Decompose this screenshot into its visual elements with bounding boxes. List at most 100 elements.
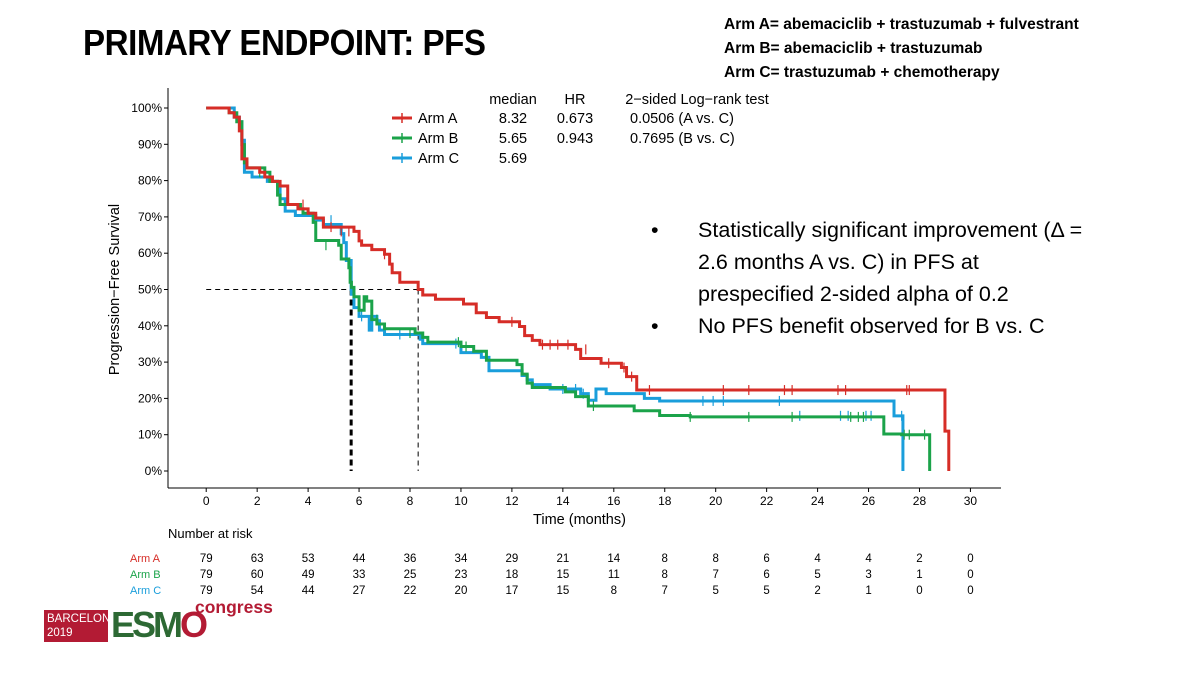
legend-header: 2−sided Log−rank test xyxy=(625,92,769,108)
arm-c-risk-count: 15 xyxy=(556,585,569,597)
x-tick-label: 26 xyxy=(862,494,876,508)
logo-location-box: BARCELONA 2019 xyxy=(44,610,118,642)
arm-b-risk-count: 15 xyxy=(556,569,569,581)
arm-c-risk-label: Arm C xyxy=(130,585,161,597)
arm-b-risk-count: 33 xyxy=(353,569,366,581)
arm-c-risk-count: 8 xyxy=(611,585,617,597)
arm-a-risk-count: 44 xyxy=(353,553,366,565)
legend-header: median xyxy=(489,92,537,108)
arm-c-median-value: 5.69 xyxy=(499,151,527,167)
arm-b-risk-count: 60 xyxy=(251,569,264,581)
logo-year: 2019 xyxy=(47,627,73,639)
y-tick-label: 40% xyxy=(138,319,162,333)
arm-c-risk-count: 79 xyxy=(200,585,213,597)
y-tick-label: 90% xyxy=(138,137,162,151)
x-tick-label: 8 xyxy=(407,494,414,508)
arm-c-risk-count: 2 xyxy=(814,585,820,597)
x-tick-label: 0 xyxy=(203,494,210,508)
arm-b-definition: Arm B= abemaciclib + trastuzumab xyxy=(724,40,983,57)
y-tick-label: 50% xyxy=(138,283,162,297)
arm-c-risk-count: 5 xyxy=(712,585,718,597)
arm-a-legend-label: Arm A xyxy=(418,111,458,127)
arm-b-logrank-value: 0.7695 (B vs. C) xyxy=(630,131,735,147)
x-tick-label: 16 xyxy=(607,494,621,508)
y-tick-label: 60% xyxy=(138,246,162,260)
y-tick-label: 0% xyxy=(145,464,163,478)
arm-c-risk-count: 1 xyxy=(865,585,871,597)
arm-b-risk-label: Arm B xyxy=(130,569,161,581)
arm-a-logrank-value: 0.0506 (A vs. C) xyxy=(630,111,734,127)
arm-b-risk-count: 79 xyxy=(200,569,213,581)
logo-brand-o: O xyxy=(180,604,208,645)
y-tick-label: 100% xyxy=(131,101,162,115)
slide-title: PRIMARY ENDPOINT: PFS xyxy=(83,22,486,63)
y-tick-label: 10% xyxy=(138,428,162,442)
arm-a-risk-count: 8 xyxy=(712,553,718,565)
arm-a-definition: Arm A= abemaciclib + trastuzumab + fulve… xyxy=(724,16,1079,33)
arm-c-risk-count: 44 xyxy=(302,585,315,597)
arm-b-risk-count: 23 xyxy=(455,569,468,581)
arm-a-risk-count: 8 xyxy=(662,553,668,565)
x-tick-label: 30 xyxy=(964,494,978,508)
arm-a-risk-count: 79 xyxy=(200,553,213,565)
arm-a-risk-count: 4 xyxy=(814,553,821,565)
x-tick-label: 14 xyxy=(556,494,570,508)
arm-a-hr-value: 0.673 xyxy=(557,111,593,127)
finding-text-1: Statistically significant improvement (Δ… xyxy=(698,218,1083,306)
y-tick-label: 30% xyxy=(138,355,162,369)
y-tick-label: 70% xyxy=(138,210,162,224)
x-tick-label: 24 xyxy=(811,494,825,508)
arm-a-risk-count: 29 xyxy=(506,553,519,565)
x-tick-label: 6 xyxy=(356,494,363,508)
arm-a-risk-count: 6 xyxy=(763,553,769,565)
arm-c-risk-count: 17 xyxy=(506,585,519,597)
arm-a-risk-count: 36 xyxy=(404,553,417,565)
arm-c-risk-count: 0 xyxy=(916,585,922,597)
y-tick-label: 20% xyxy=(138,391,162,405)
legend-header: HR xyxy=(565,92,586,108)
logo-brand-text: ESM xyxy=(111,604,183,645)
finding-text-2: No PFS benefit observed for B vs. C xyxy=(698,314,1045,338)
logo-brand: ESMO xyxy=(111,604,208,645)
arm-b-hr-value: 0.943 xyxy=(557,131,593,147)
finding-bullet: • No PFS benefit observed for B vs. C xyxy=(651,310,1091,342)
arm-b-risk-count: 7 xyxy=(712,569,718,581)
x-tick-label: 18 xyxy=(658,494,672,508)
arm-a-risk-count: 0 xyxy=(967,553,973,565)
arm-c-risk-count: 27 xyxy=(353,585,366,597)
arm-b-legend-label: Arm B xyxy=(418,131,458,147)
arm-a-risk-label: Arm A xyxy=(130,553,161,565)
arm-c-risk-count: 0 xyxy=(967,585,973,597)
arm-b-risk-count: 6 xyxy=(763,569,769,581)
arm-b-risk-count: 25 xyxy=(404,569,417,581)
x-tick-label: 2 xyxy=(254,494,261,508)
key-findings: • Statistically significant improvement … xyxy=(651,214,1091,342)
arm-a-risk-count: 63 xyxy=(251,553,264,565)
arm-a-median-value: 8.32 xyxy=(499,111,527,127)
bullet-marker: • xyxy=(651,314,659,338)
arm-c-risk-count: 20 xyxy=(455,585,468,597)
arm-a-risk-count: 53 xyxy=(302,553,315,565)
y-tick-label: 80% xyxy=(138,174,162,188)
arm-b-risk-count: 0 xyxy=(967,569,973,581)
risk-table-title: Number at risk xyxy=(168,526,253,541)
finding-bullet: • Statistically significant improvement … xyxy=(651,214,1091,310)
arm-c-definition: Arm C= trastuzumab + chemotherapy xyxy=(724,64,1000,81)
arm-c-risk-count: 7 xyxy=(662,585,668,597)
arm-b-risk-count: 11 xyxy=(608,569,620,581)
logo-city: BARCELONA xyxy=(47,613,118,625)
arm-b-risk-count: 1 xyxy=(916,569,922,581)
logo-suffix: congress xyxy=(195,597,273,617)
x-tick-label: 28 xyxy=(913,494,927,508)
arm-b-risk-count: 49 xyxy=(302,569,315,581)
arm-c-legend-label: Arm C xyxy=(418,151,459,167)
x-axis-title: Time (months) xyxy=(533,512,626,528)
arm-b-risk-count: 18 xyxy=(506,569,519,581)
arm-definitions: Arm A= abemaciclib + trastuzumab + fulve… xyxy=(724,13,1079,85)
x-tick-label: 12 xyxy=(505,494,519,508)
arm-c-risk-count: 22 xyxy=(404,585,417,597)
arm-a-risk-count: 21 xyxy=(556,553,569,565)
x-tick-label: 4 xyxy=(305,494,312,508)
arm-a-risk-count: 4 xyxy=(865,553,872,565)
